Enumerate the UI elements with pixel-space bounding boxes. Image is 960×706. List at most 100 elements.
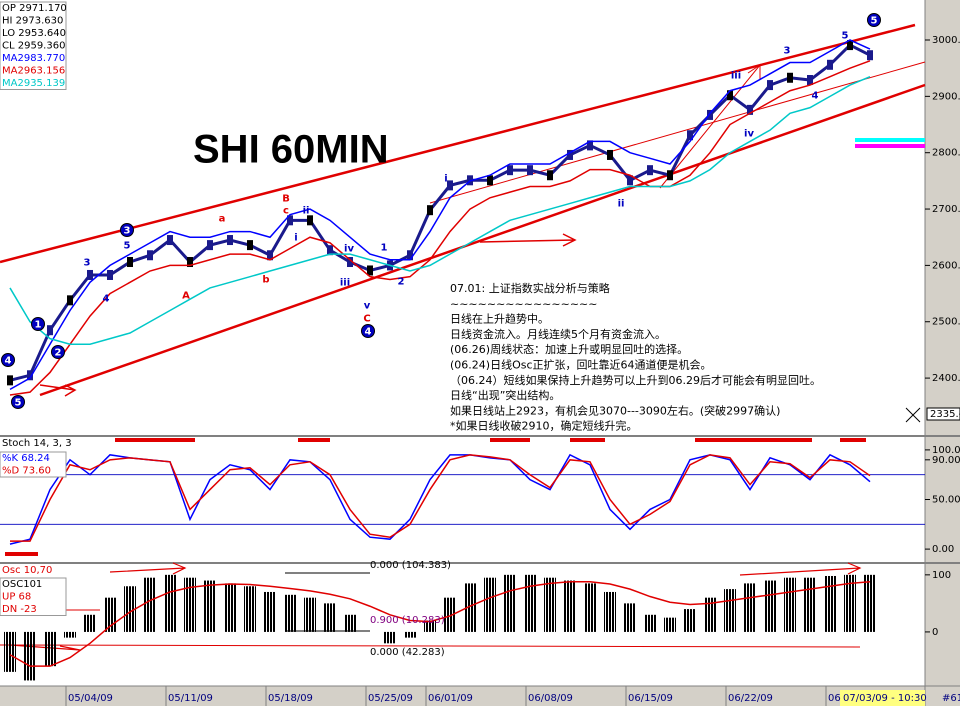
readout: OSC101 (2, 579, 42, 590)
wave-circle (1, 353, 15, 367)
x-tick-label: 06 (828, 693, 841, 704)
price-bar (47, 325, 53, 336)
wave-label: C (363, 314, 370, 325)
y-tick-label: 3000.- (932, 35, 960, 46)
price-bar (187, 257, 193, 268)
price-bar (67, 295, 73, 306)
series-line (9, 453, 871, 545)
x-tick-label: 05/25/09 (368, 693, 413, 704)
wave-label: iii (731, 71, 741, 82)
close-icon[interactable] (905, 407, 921, 423)
price-bar (407, 250, 413, 261)
price-line (9, 43, 871, 382)
y-tick-label: 2600.- (932, 260, 960, 271)
y-tick-label: 100 (932, 570, 951, 581)
wave-label: c (283, 206, 289, 217)
series-line (9, 39, 871, 391)
bar (484, 577, 496, 632)
readout: LO 2953.640 (2, 28, 66, 39)
x-tick-label: 06/15/09 (628, 693, 673, 704)
wave-label: 2 (398, 277, 405, 288)
bar (384, 631, 396, 644)
wave-label: v (364, 301, 371, 312)
price-bar (687, 130, 693, 141)
x-tick-label: 06/22/09 (728, 693, 773, 704)
status-count: #61 (942, 693, 960, 704)
bar (224, 583, 236, 632)
readout: UP 68 (2, 592, 31, 603)
readout: %K 68.24 (2, 453, 50, 464)
price-bar (367, 265, 373, 276)
bar (304, 597, 316, 632)
price-bar (147, 250, 153, 261)
bar (84, 614, 96, 632)
wave-label: 4 (5, 356, 12, 367)
price-bar (207, 240, 213, 251)
y-tick-label: 2800.- (932, 148, 960, 159)
y-tick-label: 0 (932, 627, 938, 638)
bar (644, 614, 656, 632)
bar (44, 631, 56, 667)
bar (784, 577, 796, 632)
fib-label: 0.900 (10.283) (370, 615, 445, 626)
price-bar (267, 250, 273, 261)
bar (144, 577, 156, 632)
bar (584, 583, 596, 632)
y-tick-label: 2900.- (932, 91, 960, 102)
wave-circle (867, 13, 881, 27)
bar (464, 583, 476, 632)
series-line (10, 454, 871, 542)
y-tick-label: 90.00 (932, 455, 960, 466)
note-line: （06.24）短线如果保持上升趋势可以上升到06.29后才可能会有明显回吐。 (450, 373, 821, 387)
readout: MA2935.139 (2, 78, 65, 89)
bar (524, 574, 536, 632)
note-line: 如果日线站上2923，有机会见3070---3090左右。(突破2997确认) (450, 403, 780, 417)
bar (24, 631, 36, 681)
note-line: 日线“出现”突出结构。 (450, 388, 560, 402)
wave-label: 1 (35, 320, 42, 331)
wave-label: 3 (124, 226, 131, 237)
bar (264, 591, 276, 632)
wave-label: ii (618, 199, 625, 210)
note-line: 日线资金流入。月线连续5个月有资金流入。 (450, 327, 666, 341)
wave-label: ii (303, 206, 310, 217)
wave-label: 5 (124, 241, 131, 252)
bar (404, 631, 416, 638)
price-bar (107, 269, 113, 280)
note-line: 07.01: 上证指数实战分析与策略 (450, 281, 610, 295)
y-tick-label: 2500.- (932, 317, 960, 328)
bar (64, 631, 76, 638)
price-bar (647, 165, 653, 176)
bar (244, 586, 256, 632)
price-bar (787, 72, 793, 83)
series-line (9, 580, 871, 667)
wave-label: 5 (15, 398, 22, 409)
bar (764, 580, 776, 632)
price-bar (307, 215, 313, 226)
note-line: 日线在上升趋势中。 (450, 312, 549, 326)
price-bar (867, 50, 873, 61)
price-bar (347, 257, 353, 268)
wave-label: 3 (784, 46, 791, 57)
corner-box (926, 407, 960, 421)
marker (855, 138, 925, 142)
bar (604, 591, 616, 632)
bar (504, 574, 516, 632)
x-tick-label: 05/04/09 (68, 693, 113, 704)
price-bar (667, 170, 673, 181)
bar (564, 580, 576, 632)
readout: CL 2959.360 (2, 41, 65, 52)
wave-label: 1 (381, 243, 388, 254)
wave-label: a (219, 214, 226, 225)
bar (844, 574, 856, 632)
readout: OP 2971.170 (2, 3, 67, 14)
price-bar (227, 235, 233, 246)
bar (744, 583, 756, 632)
price-bar (767, 80, 773, 91)
panel-title: Osc 10,70 (2, 565, 52, 576)
readout: MA2983.770 (2, 53, 65, 64)
corner-label: 2335.- (930, 409, 960, 420)
price-bar (7, 375, 13, 386)
price-bar (447, 180, 453, 191)
